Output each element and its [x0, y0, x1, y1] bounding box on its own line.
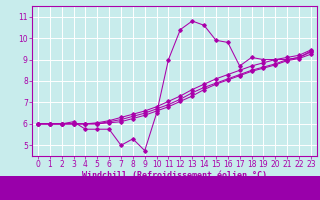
X-axis label: Windchill (Refroidissement éolien,°C): Windchill (Refroidissement éolien,°C) — [82, 171, 267, 180]
